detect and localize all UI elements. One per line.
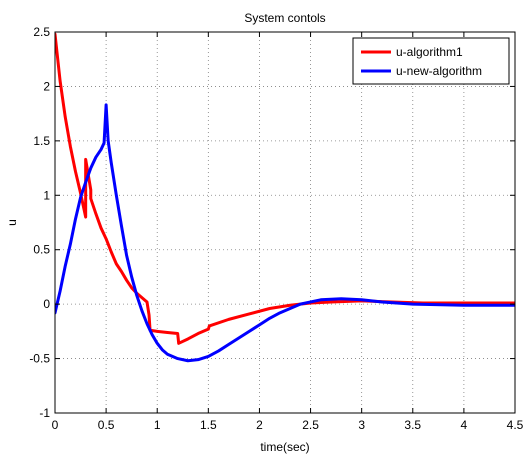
y-tick-label: -1 bbox=[39, 406, 50, 420]
y-axis-label: u bbox=[5, 219, 19, 226]
grid-lines bbox=[55, 32, 515, 413]
legend-box bbox=[352, 37, 510, 85]
y-tick-label: 0.5 bbox=[33, 243, 50, 257]
x-tick-label: 3 bbox=[358, 418, 365, 432]
tick-labels: 0 0.5 1 1.5 2 2.5 3 3.5 4 4.5 -1 -0.5 0 0.5 1 1.5 2 2.5 bbox=[29, 25, 523, 432]
x-tick-label: 0 bbox=[52, 418, 59, 432]
y-tick-label: 1.5 bbox=[33, 134, 50, 148]
y-tick-label: -0.5 bbox=[29, 352, 50, 366]
y-tick-label: 2 bbox=[43, 79, 50, 93]
axes-box bbox=[54, 31, 516, 414]
chart-title: System contols bbox=[244, 11, 325, 25]
x-tick-label: 4 bbox=[461, 418, 468, 432]
x-tick-label: 4.5 bbox=[507, 418, 524, 432]
x-tick-label: 0.5 bbox=[98, 418, 115, 432]
series-line-u-new-algorithm bbox=[55, 103, 515, 363]
plot-area bbox=[55, 32, 515, 413]
y-tick-label: 1 bbox=[43, 188, 50, 202]
legend-label: u-new-algorithm bbox=[396, 64, 482, 78]
legend: u-algorithm1 u-new-algorithm bbox=[352, 37, 510, 85]
y-tick-label: 2.5 bbox=[33, 25, 50, 39]
x-tick-label: 1 bbox=[154, 418, 161, 432]
legend-label: u-algorithm1 bbox=[396, 45, 463, 59]
y-tick-label: 0 bbox=[43, 297, 50, 311]
x-axis-label: time(sec) bbox=[260, 440, 309, 454]
x-tick-label: 3.5 bbox=[404, 418, 421, 432]
series-lines bbox=[55, 32, 515, 363]
series-line-u-algorithm1 bbox=[55, 32, 515, 345]
axes bbox=[54, 31, 516, 414]
x-tick-label: 2.5 bbox=[302, 418, 319, 432]
x-tick-label: 2 bbox=[256, 418, 263, 432]
x-tick-label: 1.5 bbox=[200, 418, 217, 432]
